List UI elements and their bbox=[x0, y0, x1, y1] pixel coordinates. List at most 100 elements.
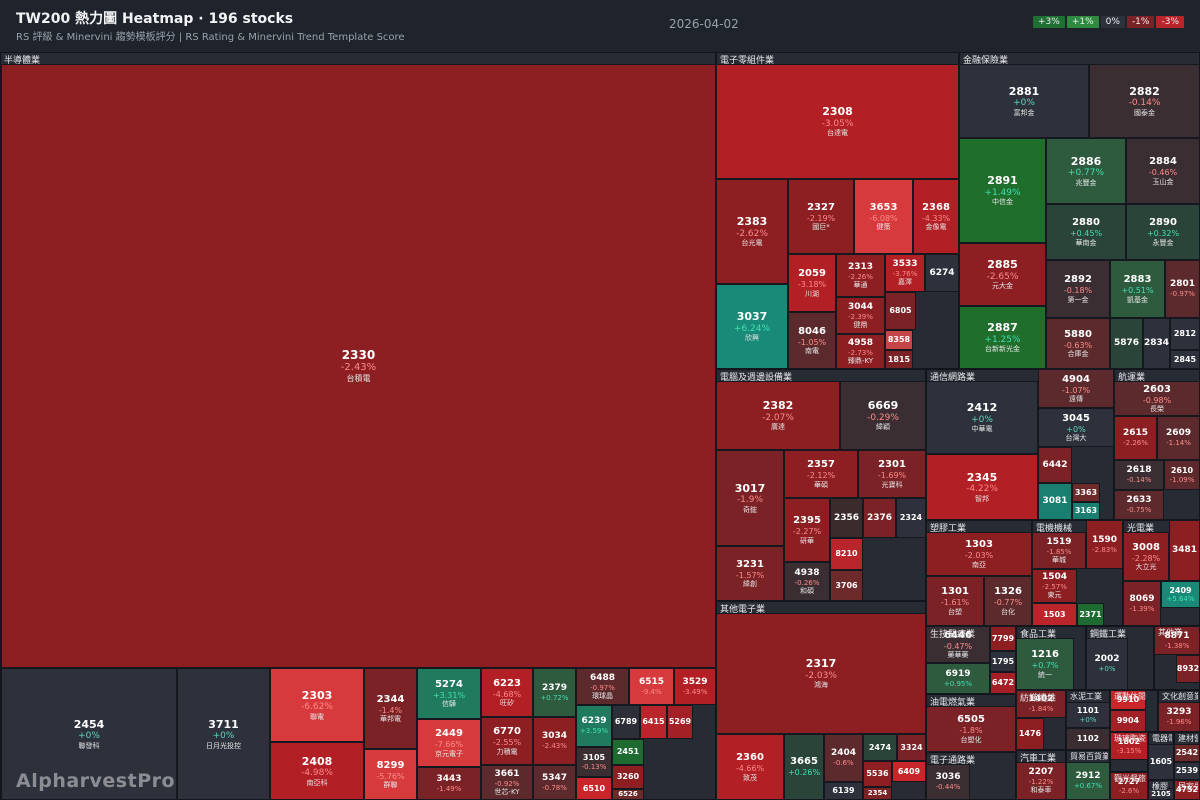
stock-tile[interactable]: 3324 bbox=[897, 734, 926, 761]
stock-tile[interactable]: 2834 bbox=[1143, 318, 1170, 369]
stock-tile[interactable]: 5876 bbox=[1110, 318, 1143, 369]
stock-tile[interactable]: 8299 -5.76% 群聯 bbox=[364, 749, 417, 800]
stock-tile[interactable]: 1326 -0.77% 台化 bbox=[984, 576, 1032, 626]
stock-tile[interactable]: 1402 -1.84% bbox=[1016, 690, 1066, 718]
stock-tile[interactable]: 2884 -0.46% 玉山金 bbox=[1126, 138, 1200, 204]
stock-tile[interactable]: 3036 -0.44% bbox=[926, 764, 970, 800]
stock-tile[interactable]: 3231 -1.57% 緯創 bbox=[716, 546, 784, 601]
stock-tile[interactable]: 3665 +0.26% bbox=[784, 734, 824, 800]
stock-tile[interactable]: 2408 -4.98% 南亞科 bbox=[270, 742, 364, 800]
stock-tile[interactable]: 2360 -4.66% 致茂 bbox=[716, 734, 784, 800]
stock-tile[interactable]: 2454 +0% 聯發科 bbox=[1, 668, 177, 800]
stock-tile[interactable]: 6789 bbox=[612, 705, 640, 739]
stock-tile[interactable]: 2880 +0.45% 華南金 bbox=[1046, 204, 1126, 260]
stock-tile[interactable]: 3533 -3.76% 嘉澤 bbox=[885, 254, 925, 292]
stock-tile[interactable]: 1503 bbox=[1032, 603, 1077, 626]
stock-tile[interactable]: 2610 -1.09% bbox=[1164, 460, 1200, 490]
stock-tile[interactable]: 5274 +3.31% 信驊 bbox=[417, 668, 481, 719]
stock-tile[interactable]: 3017 -1.9% 奇鋐 bbox=[716, 450, 784, 546]
stock-tile[interactable]: 4958 -2.73% 臻鼎-KY bbox=[836, 334, 885, 369]
stock-tile[interactable]: 1802 -3.15% bbox=[1110, 732, 1148, 760]
stock-tile[interactable]: 8358 bbox=[885, 330, 913, 350]
stock-tile[interactable]: 1216 +0.7% 統一 bbox=[1016, 638, 1074, 690]
stock-tile[interactable]: 2376 bbox=[863, 498, 896, 538]
stock-tile[interactable]: 2449 -7.66% 京元電子 bbox=[417, 719, 481, 767]
stock-tile[interactable]: 2327 -2.19% 國巨* bbox=[788, 179, 854, 254]
stock-tile[interactable]: 1590 -2.83% bbox=[1086, 520, 1123, 569]
stock-tile[interactable]: 3008 -2.28% 大立光 bbox=[1123, 532, 1169, 581]
stock-tile[interactable]: 2890 +0.32% 永豐金 bbox=[1126, 204, 1200, 260]
stock-tile[interactable]: 5880 -0.63% 合庫金 bbox=[1046, 318, 1110, 369]
stock-tile[interactable]: 2002 +0% bbox=[1086, 638, 1128, 690]
stock-tile[interactable]: 6526 bbox=[612, 789, 644, 800]
stock-tile[interactable]: 8932 bbox=[1176, 655, 1200, 683]
stock-tile[interactable]: 3105 -0.13% bbox=[576, 747, 612, 777]
stock-tile[interactable]: 3293 -1.96% bbox=[1158, 702, 1200, 732]
stock-tile[interactable]: 3363 bbox=[1072, 483, 1100, 502]
stock-tile[interactable]: 3034 -2.43% bbox=[533, 717, 576, 765]
stock-tile[interactable]: 2317 -2.03% 鴻海 bbox=[716, 613, 926, 734]
stock-tile[interactable]: 3661 -0.92% 世芯-KY bbox=[481, 765, 533, 800]
stock-tile[interactable]: 6415 bbox=[640, 705, 667, 739]
stock-tile[interactable]: 1504 -2.57% 東元 bbox=[1032, 569, 1077, 603]
stock-tile[interactable]: 2395 -2.27% 研華 bbox=[784, 498, 830, 562]
stock-tile[interactable]: 6515 -9.4% bbox=[629, 668, 674, 705]
stock-tile[interactable]: 6446 -0.47% 藥華藥 bbox=[926, 626, 990, 663]
stock-tile[interactable]: 6442 bbox=[1038, 447, 1072, 483]
stock-tile[interactable]: 3163 bbox=[1072, 502, 1100, 520]
stock-tile[interactable]: 3044 -2.39% 健鼎 bbox=[836, 297, 885, 334]
stock-tile[interactable]: 2885 -2.65% 元大金 bbox=[959, 243, 1046, 306]
stock-tile[interactable]: 2845 bbox=[1170, 350, 1200, 369]
stock-tile[interactable]: 1795 bbox=[990, 651, 1016, 672]
stock-tile[interactable]: 2313 -2.26% 華通 bbox=[836, 254, 885, 297]
stock-tile[interactable]: 8069 -1.39% bbox=[1123, 581, 1161, 626]
stock-tile[interactable]: 1476 bbox=[1016, 718, 1044, 750]
stock-tile[interactable]: 3653 -6.08% 健策 bbox=[854, 179, 913, 254]
stock-tile[interactable]: 2379 +0.72% bbox=[533, 668, 576, 717]
stock-tile[interactable]: 2371 bbox=[1077, 603, 1104, 626]
stock-tile[interactable]: 6919 +0.95% bbox=[926, 663, 990, 694]
stock-tile[interactable]: 6274 bbox=[925, 254, 959, 292]
stock-tile[interactable]: 2345 -4.22% 智邦 bbox=[926, 454, 1038, 520]
stock-tile[interactable]: 2207 -1.22% 和泰車 bbox=[1016, 762, 1066, 800]
stock-tile[interactable]: 6505 -1.8% 台塑化 bbox=[926, 706, 1016, 752]
stock-tile[interactable]: 2886 +0.77% 兆豐金 bbox=[1046, 138, 1126, 204]
stock-tile[interactable]: 2609 -1.14% bbox=[1157, 416, 1200, 460]
stock-tile[interactable]: 6409 bbox=[892, 761, 926, 782]
stock-tile[interactable]: 2303 -6.62% 聯電 bbox=[270, 668, 364, 742]
stock-tile[interactable]: 7799 bbox=[990, 626, 1016, 651]
stock-tile[interactable]: 6669 -0.29% 緯穎 bbox=[840, 381, 926, 450]
stock-tile[interactable]: 6223 -4.68% 旺矽 bbox=[481, 668, 533, 717]
stock-tile[interactable]: 2368 -4.33% 金像電 bbox=[913, 179, 959, 254]
stock-tile[interactable]: 1519 -1.85% 華城 bbox=[1032, 532, 1086, 569]
stock-tile[interactable]: 2324 bbox=[896, 498, 926, 538]
stock-tile[interactable]: 6805 bbox=[885, 292, 916, 330]
stock-tile[interactable]: 1605 bbox=[1148, 744, 1174, 780]
stock-tile[interactable]: 1101 +0% bbox=[1066, 702, 1110, 728]
stock-tile[interactable]: 2474 bbox=[863, 734, 897, 761]
stock-tile[interactable]: 2059 -3.18% 川湖 bbox=[788, 254, 836, 312]
stock-tile[interactable]: 2618 -0.14% bbox=[1114, 460, 1164, 490]
stock-tile[interactable]: 2382 -2.07% 廣達 bbox=[716, 381, 840, 450]
stock-tile[interactable]: 6472 bbox=[990, 672, 1016, 694]
stock-tile[interactable]: 3081 bbox=[1038, 483, 1072, 520]
stock-tile[interactable]: 3443 -1.49% bbox=[417, 767, 481, 800]
stock-tile[interactable]: 6239 +3.59% bbox=[576, 705, 612, 747]
stock-tile[interactable]: 4938 -0.26% 和碩 bbox=[784, 562, 830, 601]
stock-tile[interactable]: 5536 bbox=[863, 761, 892, 787]
stock-tile[interactable]: 3711 +0% 日月光投控 bbox=[177, 668, 270, 800]
stock-tile[interactable]: 2887 +1.25% 台新新光金 bbox=[959, 306, 1046, 369]
stock-tile[interactable]: 5347 -0.78% bbox=[533, 765, 576, 800]
stock-tile[interactable]: 2409 +5.64% bbox=[1161, 581, 1200, 608]
stock-tile[interactable]: 9910 bbox=[1110, 690, 1146, 710]
stock-tile[interactable]: 3529 -3.49% bbox=[674, 668, 716, 705]
stock-tile[interactable]: 2344 -1.4% 華邦電 bbox=[364, 668, 417, 749]
stock-tile[interactable]: 8210 bbox=[830, 538, 863, 570]
stock-tile[interactable]: 3037 +6.24% 欣興 bbox=[716, 284, 788, 369]
stock-tile[interactable]: 2633 -0.75% bbox=[1114, 490, 1164, 520]
stock-tile[interactable]: 8046 -1.05% 南電 bbox=[788, 312, 836, 369]
stock-tile[interactable]: 2542 bbox=[1174, 744, 1200, 762]
stock-tile[interactable]: 6139 bbox=[824, 782, 863, 800]
stock-tile[interactable]: 3706 bbox=[830, 570, 863, 601]
stock-tile[interactable]: 2412 +0% 中華電 bbox=[926, 381, 1038, 454]
